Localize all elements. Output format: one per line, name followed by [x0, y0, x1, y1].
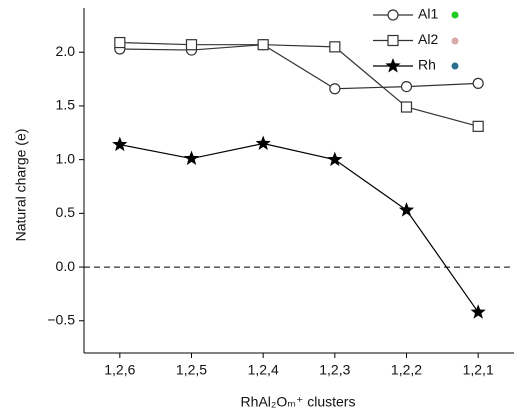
marker — [183, 150, 200, 165]
marker — [114, 36, 126, 49]
marker — [387, 34, 399, 47]
marker — [112, 136, 128, 152]
legend-label: Rh — [418, 57, 436, 73]
y-tick-label: 0.0 — [56, 258, 76, 274]
marker — [329, 41, 341, 53]
x-tick-label: 1,2,6 — [104, 362, 135, 378]
legend-icons — [451, 11, 459, 70]
x-tick-label: 1,2,5 — [176, 362, 207, 378]
x-axis-title: RhAl₂Oₘ⁺ clusters — [241, 394, 356, 410]
x-tick-label: 1,2,3 — [319, 362, 350, 378]
marker — [400, 101, 413, 113]
x-tick-label: 1,2,4 — [248, 362, 279, 378]
x-tick-label: 1,2,2 — [391, 362, 422, 378]
marker — [470, 304, 486, 319]
y-tick-label: −0.5 — [47, 311, 75, 327]
series-line — [119, 142, 479, 313]
marker — [327, 151, 343, 167]
legend-label: Al1 — [418, 6, 438, 22]
marker — [185, 39, 198, 51]
atom-icon — [451, 37, 459, 45]
y-axis-title: Natural charge (e) — [13, 129, 29, 242]
legend-label: Al2 — [418, 31, 438, 47]
y-tick-label: 1.0 — [56, 150, 76, 166]
marker — [400, 80, 413, 93]
y-tick-label: 1.5 — [56, 97, 76, 113]
series-line — [119, 41, 479, 127]
marker — [385, 58, 401, 73]
marker — [472, 77, 484, 89]
x-tick-label: 1,2,1 — [463, 362, 494, 378]
marker — [472, 120, 484, 132]
atom-icon — [451, 11, 459, 19]
marker — [329, 83, 341, 95]
y-tick-label: 2.0 — [56, 43, 76, 59]
series-line — [119, 44, 479, 90]
marker — [387, 9, 399, 21]
marker — [398, 202, 415, 217]
marker — [255, 135, 271, 150]
y-tick-label: 0.5 — [56, 204, 76, 220]
marker — [257, 39, 269, 51]
atom-icon — [451, 62, 459, 70]
